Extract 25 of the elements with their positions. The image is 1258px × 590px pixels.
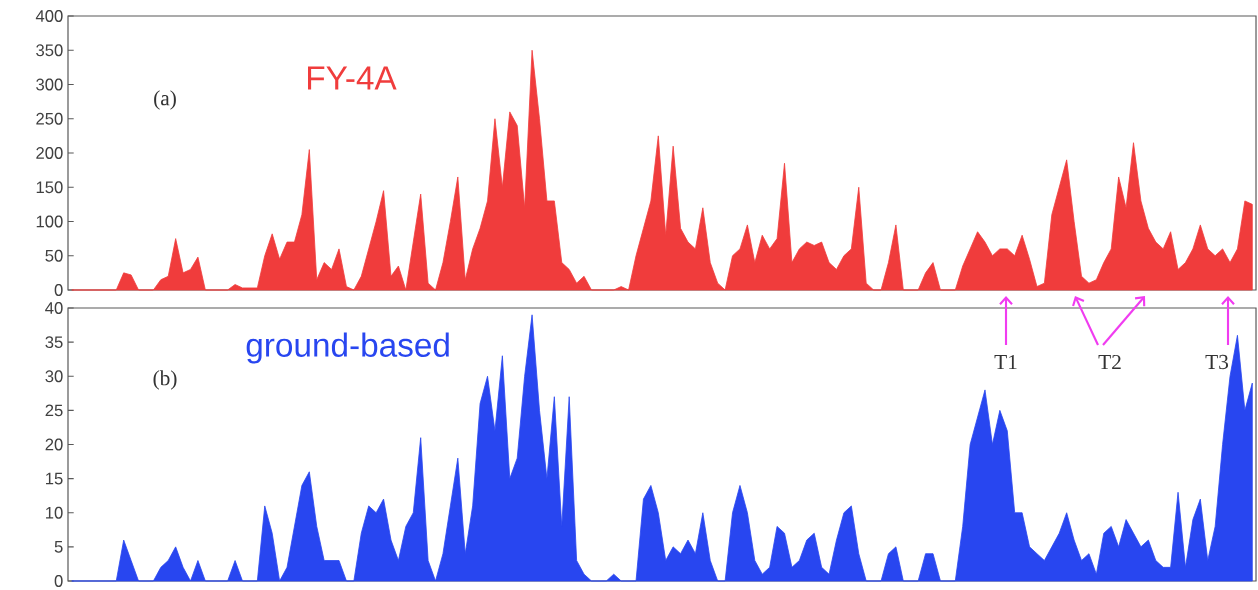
y-tick-label: 400 xyxy=(35,10,63,22)
annotation: T2 xyxy=(1098,354,1121,370)
y-tick-label: 40 xyxy=(45,302,63,314)
y-tick-label: 0 xyxy=(54,575,63,587)
y-tick-label: 5 xyxy=(54,541,63,553)
y-tick-label: 0 xyxy=(54,284,63,296)
y-tick-label: 20 xyxy=(45,438,63,451)
y-tick-label: 15 xyxy=(46,472,63,485)
y-tick-label: 300 xyxy=(36,78,63,91)
annotation: T1 xyxy=(994,354,1017,370)
annotation: (a) xyxy=(154,90,176,110)
y-tick-label: 10 xyxy=(46,506,63,519)
annotation: (b) xyxy=(153,370,177,390)
y-tick-label: 350 xyxy=(36,44,63,57)
y-tick-label: 25 xyxy=(45,404,63,417)
y-tick-label: 100 xyxy=(36,215,63,228)
y-tick-label: 150 xyxy=(36,181,63,194)
series-label: ground-based xyxy=(246,332,449,364)
y-tick-label: 30 xyxy=(45,370,63,383)
y-tick-label: 50 xyxy=(45,249,63,262)
y-tick-label: 35 xyxy=(45,336,63,349)
y-tick-label: 250 xyxy=(36,112,63,125)
series-label: FY-4A xyxy=(308,66,397,90)
y-tick-label: 200 xyxy=(36,147,63,159)
annotation: T3 xyxy=(1205,354,1229,370)
